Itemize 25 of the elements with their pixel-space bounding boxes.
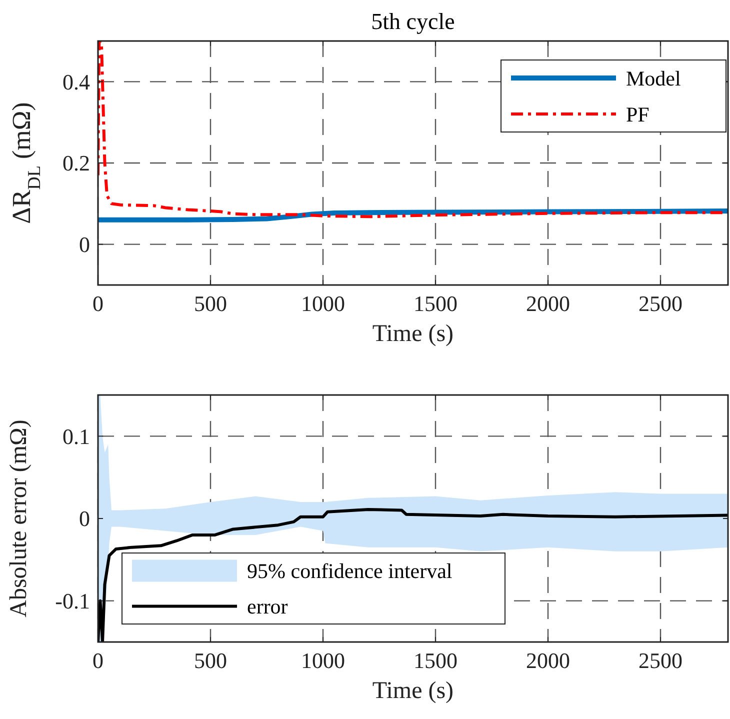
y-tick-label: 0.2 (62, 150, 90, 176)
x-tick-label: 2000 (526, 648, 570, 673)
line-series (98, 508, 728, 642)
legend-label: error (247, 594, 288, 619)
y-tick-label: 0.1 (62, 424, 90, 449)
legend-label: 95% confidence interval (247, 559, 452, 584)
x-tick-label: 2000 (526, 291, 570, 316)
y-tick-label: 0.4 (62, 69, 90, 94)
x-tick-label: 500 (194, 648, 227, 673)
y-tick-label: 0 (79, 506, 90, 532)
x-tick-label: 500 (194, 291, 227, 316)
x-tick-label: 2500 (638, 648, 682, 673)
legend-label: Model (626, 66, 681, 90)
legend-label: PF (626, 102, 650, 126)
y-tick-label: 0 (79, 232, 90, 258)
x-axis-title: Time (s) (372, 321, 454, 347)
x-tick-label: 1500 (414, 291, 458, 316)
x-tick-label: 1500 (414, 648, 458, 673)
x-tick-label: 1000 (301, 291, 345, 316)
y-axis-title: Absolute error (mΩ) (6, 420, 32, 618)
y-tick-label: -0.1 (55, 588, 90, 614)
chart-title: 5th cycle (371, 9, 455, 34)
x-axis-title: Time (s) (372, 678, 454, 704)
x-tick-label: 1000 (301, 648, 345, 673)
x-tick-label: 2500 (638, 291, 682, 316)
